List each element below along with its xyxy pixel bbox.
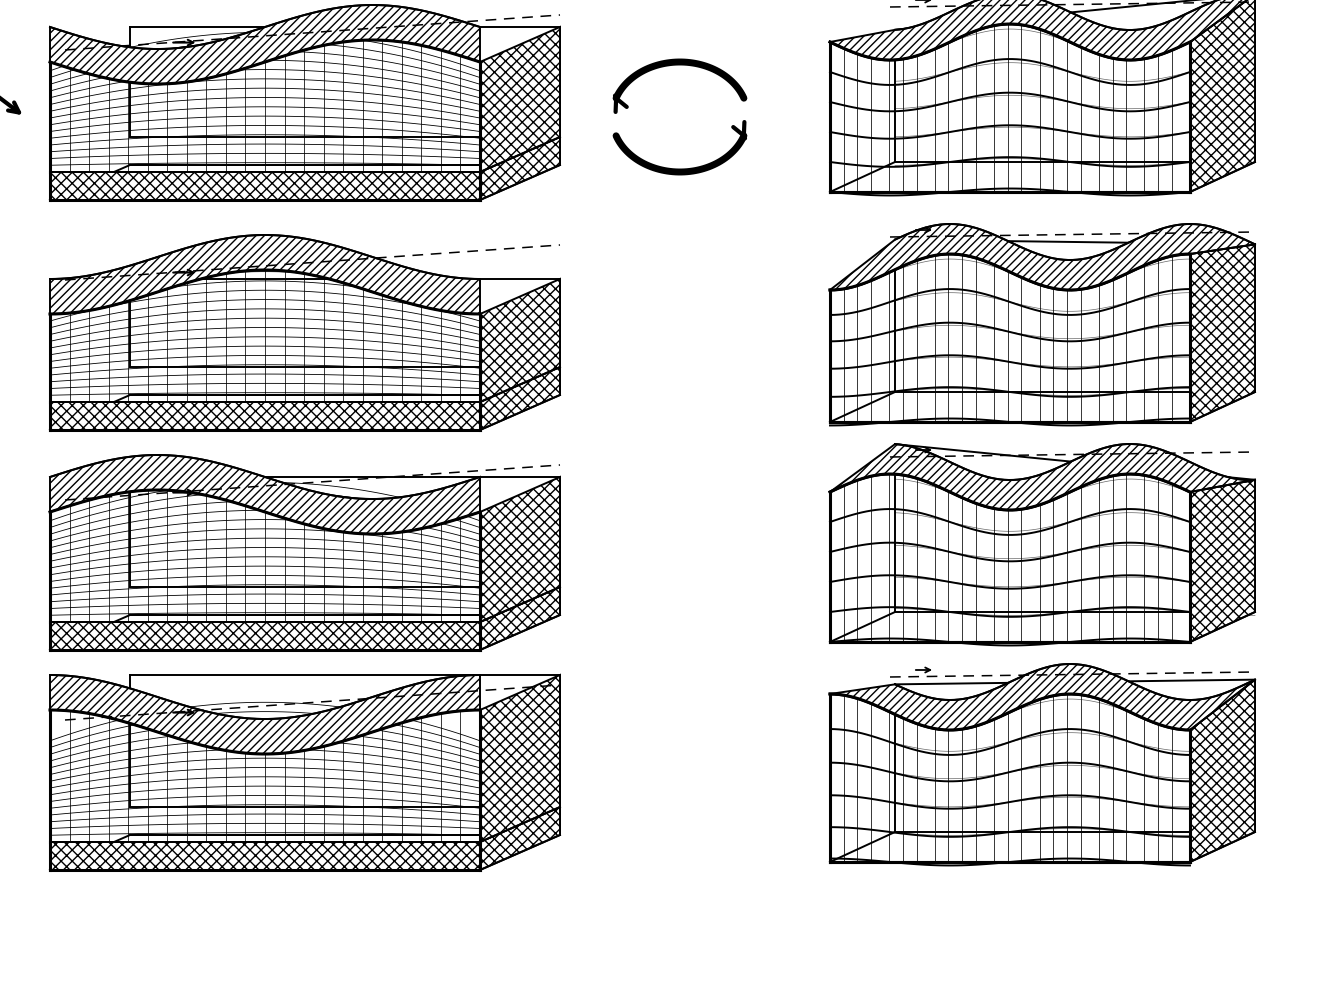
Polygon shape [51, 622, 480, 651]
Polygon shape [831, 0, 1255, 61]
Polygon shape [831, 445, 1255, 511]
Polygon shape [51, 236, 480, 315]
Polygon shape [51, 675, 480, 754]
Polygon shape [1190, 0, 1255, 193]
Polygon shape [480, 477, 560, 622]
Polygon shape [1190, 246, 1255, 423]
Polygon shape [1190, 680, 1255, 862]
Polygon shape [51, 6, 480, 85]
Polygon shape [480, 368, 560, 431]
Polygon shape [51, 456, 480, 534]
Polygon shape [480, 280, 560, 402]
Polygon shape [831, 665, 1255, 731]
Polygon shape [480, 808, 560, 870]
Polygon shape [480, 138, 560, 201]
Polygon shape [480, 588, 560, 651]
Polygon shape [831, 225, 1255, 291]
Polygon shape [51, 842, 480, 870]
Polygon shape [480, 675, 560, 842]
Polygon shape [51, 402, 480, 431]
Polygon shape [51, 173, 480, 201]
Polygon shape [480, 28, 560, 173]
Polygon shape [1190, 480, 1255, 642]
